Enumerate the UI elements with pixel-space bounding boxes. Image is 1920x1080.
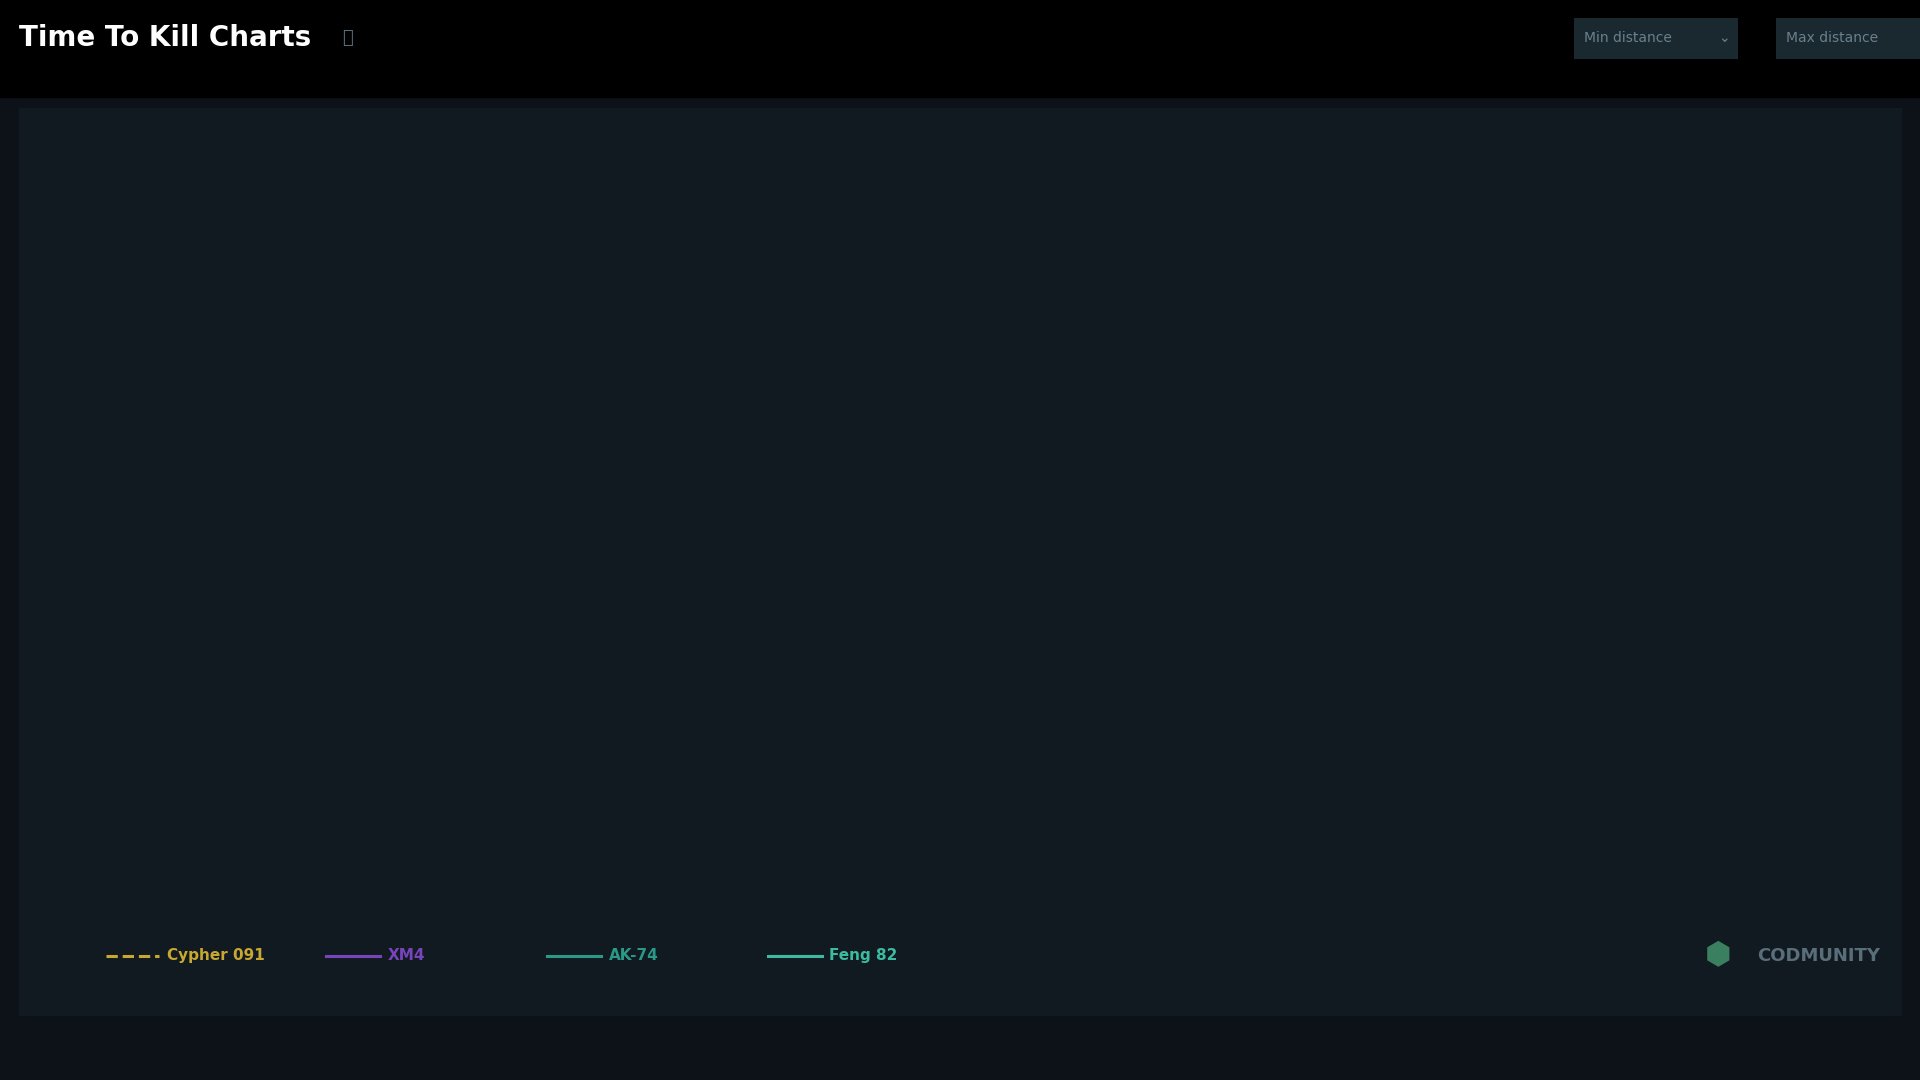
Text: ⌄: ⌄	[1718, 31, 1730, 44]
Text: Cypher 091: Cypher 091	[167, 948, 265, 963]
Text: Time To Kill Charts: Time To Kill Charts	[19, 24, 311, 52]
Text: AK-74: AK-74	[609, 948, 659, 963]
Text: XM4: XM4	[388, 948, 426, 963]
Y-axis label: TTK (ms): TTK (ms)	[31, 471, 46, 539]
Text: Max distance: Max distance	[1786, 31, 1878, 44]
Text: ⓘ: ⓘ	[342, 29, 353, 46]
Text: Feng 82: Feng 82	[829, 948, 899, 963]
X-axis label: Distance (m): Distance (m)	[941, 914, 1046, 932]
Text: Min distance: Min distance	[1584, 31, 1672, 44]
Text: CODMUNITY: CODMUNITY	[1757, 947, 1880, 964]
Text: ⬢: ⬢	[1705, 942, 1732, 970]
